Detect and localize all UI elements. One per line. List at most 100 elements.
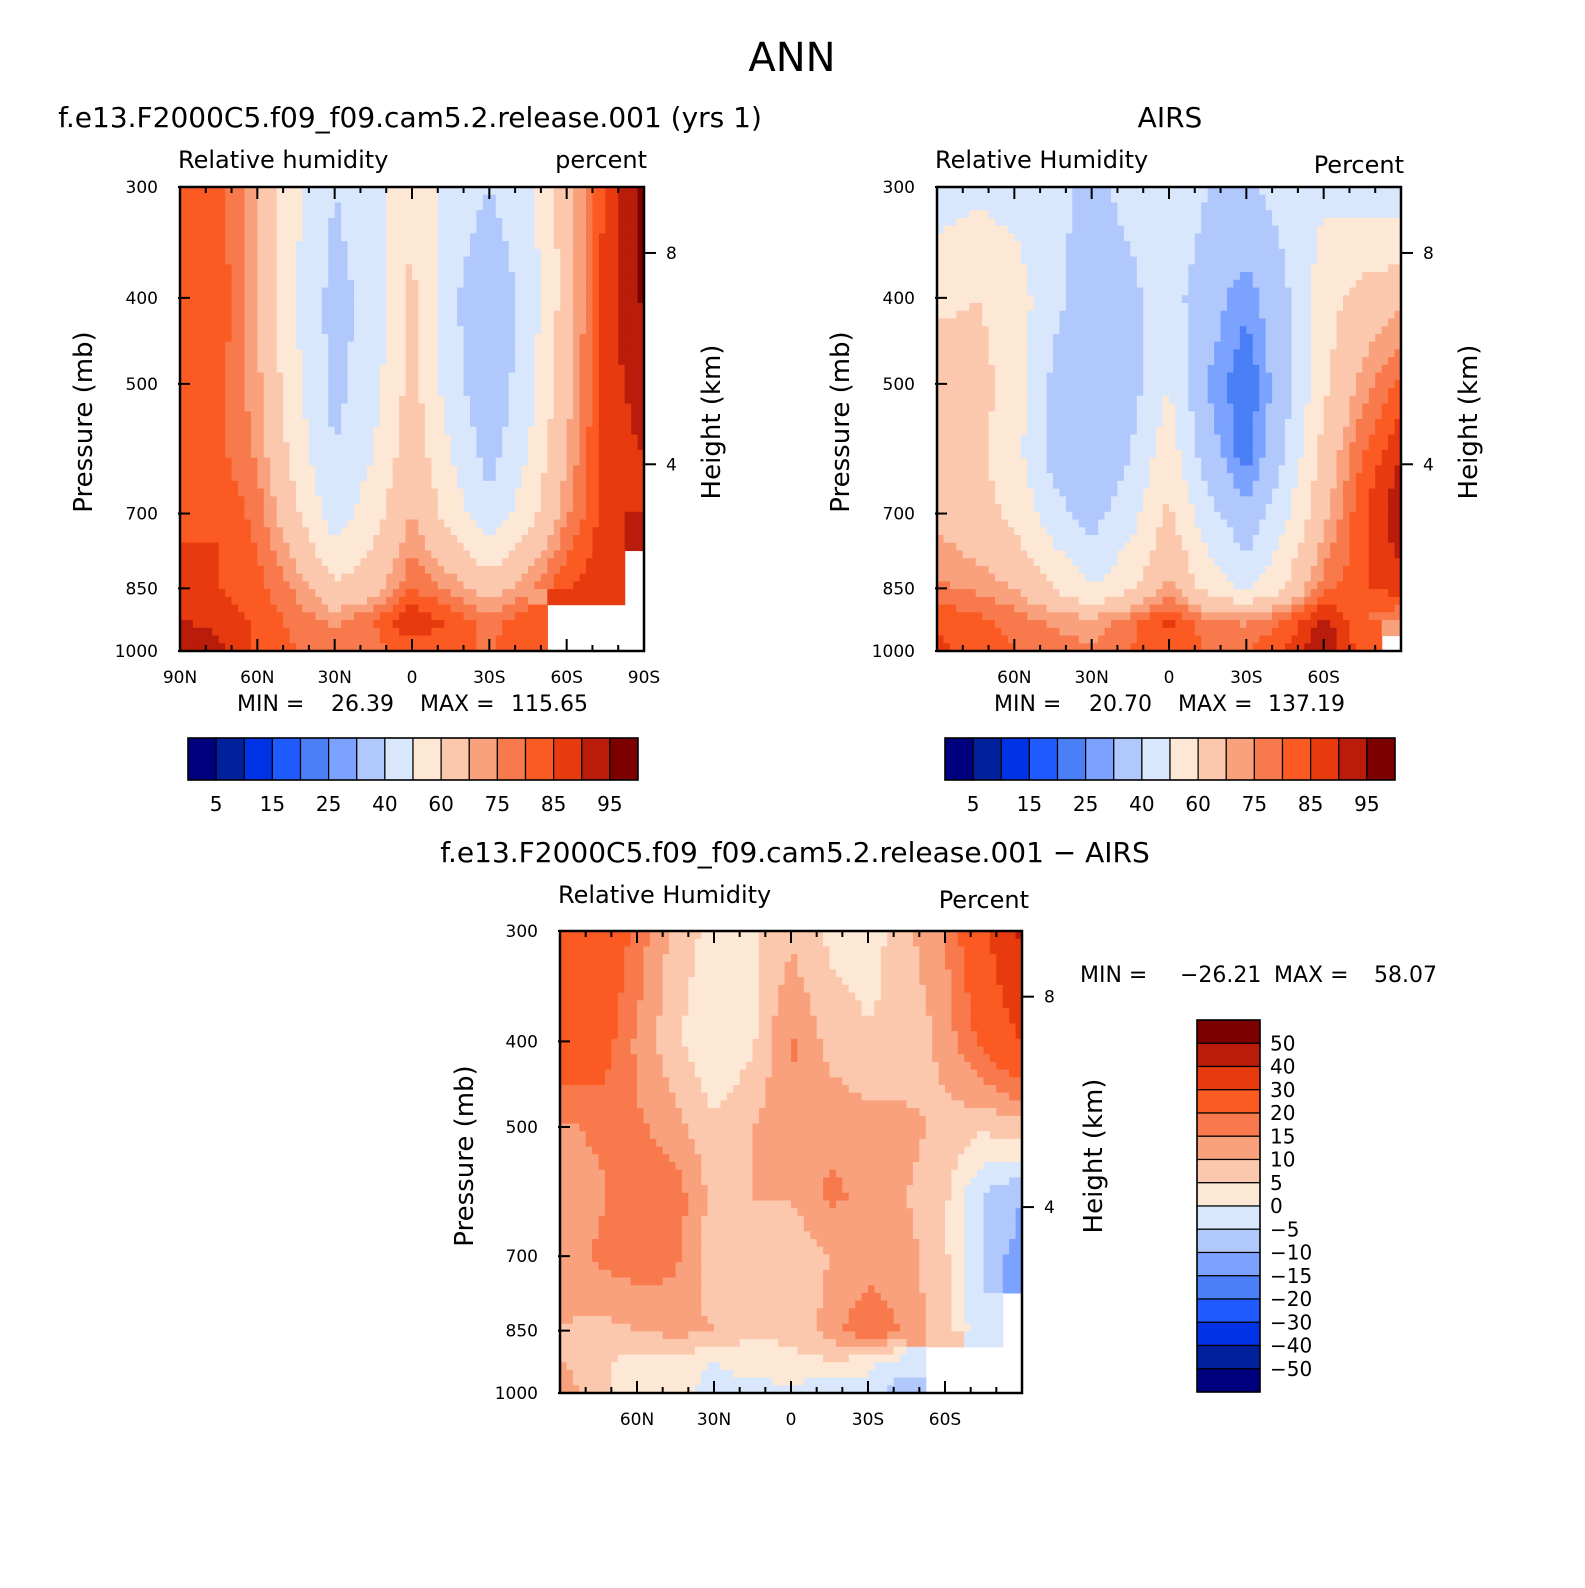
contour-cell <box>502 380 510 389</box>
contour-cell <box>218 333 226 343</box>
contour-cell <box>289 341 297 350</box>
contour-cell <box>586 426 594 436</box>
contour-cell <box>366 349 374 358</box>
contour-cell <box>611 535 619 544</box>
contour-cell <box>308 395 316 405</box>
contour-cell <box>257 426 265 436</box>
contour-cell <box>205 581 213 590</box>
contour-cell <box>521 565 529 575</box>
contour-cell <box>244 643 252 651</box>
contour-cell <box>949 241 957 250</box>
contour-cell <box>180 310 188 320</box>
contour-cell <box>180 225 188 234</box>
contour-cell <box>598 511 606 521</box>
contour-cell <box>637 457 644 466</box>
contour-cell <box>289 550 297 559</box>
contour-cell <box>366 217 374 227</box>
contour-cell <box>354 604 362 613</box>
contour-cell <box>540 287 548 296</box>
contour-cell <box>637 372 644 381</box>
contour-cell <box>431 457 439 466</box>
contour-cell <box>579 419 587 428</box>
contour-cell <box>540 488 548 497</box>
x-tick-label: 0 <box>407 668 418 688</box>
contour-cell <box>598 326 606 335</box>
contour-cell <box>321 364 329 374</box>
contour-cell <box>386 388 394 397</box>
contour-cell <box>573 233 581 242</box>
contour-cell <box>482 372 490 381</box>
contour-cell <box>328 256 336 265</box>
contour-cell <box>1065 202 1073 211</box>
contour-cell <box>212 511 220 521</box>
contour-cell <box>457 511 465 521</box>
contour-cell <box>334 635 342 644</box>
contour-cell <box>386 473 394 482</box>
contour-cell <box>328 573 336 582</box>
contour-cell <box>218 256 226 265</box>
contour-cell <box>598 465 606 474</box>
contour-cell <box>457 287 465 296</box>
contour-cell <box>347 202 355 211</box>
contour-cell <box>521 264 529 273</box>
contour-cell <box>392 256 400 265</box>
contour-cell <box>540 241 548 250</box>
contour-cell <box>373 473 381 482</box>
contour-cell <box>308 496 316 505</box>
contour-cell <box>1310 194 1318 204</box>
contour-cell <box>315 527 323 536</box>
contour-cell <box>476 210 484 219</box>
contour-cell <box>334 488 342 497</box>
contour-cell <box>231 535 239 544</box>
contour-cell <box>199 217 207 227</box>
contour-cell <box>1304 210 1312 219</box>
contour-cell <box>1336 194 1344 204</box>
contour-cell <box>1310 217 1318 227</box>
contour-cell <box>982 233 990 242</box>
contour-cell <box>566 527 574 536</box>
contour-cell <box>624 333 632 343</box>
contour-cell <box>205 434 213 443</box>
contour-cell <box>489 519 497 528</box>
contour-cell <box>263 372 271 381</box>
contour-cell <box>225 635 233 644</box>
contour-cell <box>1175 233 1183 242</box>
contour-cell <box>328 187 336 196</box>
contour-cell <box>444 488 452 497</box>
contour-cell <box>553 364 561 374</box>
contour-cell <box>328 627 336 637</box>
contour-cell <box>437 419 445 428</box>
contour-cell <box>515 558 523 567</box>
contour-cell <box>405 326 413 335</box>
contour-cell <box>618 264 626 273</box>
contour-cell <box>1201 187 1209 196</box>
contour-cell <box>192 643 200 651</box>
contour-cell <box>308 596 316 606</box>
contour-cell <box>1130 256 1138 265</box>
contour-cell <box>1040 202 1048 211</box>
contour-cell <box>347 426 355 436</box>
contour-cell <box>244 596 252 606</box>
contour-cell <box>521 542 529 552</box>
contour-cell <box>611 457 619 466</box>
contour-cell <box>450 604 458 613</box>
contour-cell <box>528 388 536 397</box>
contour-cell <box>1336 248 1344 258</box>
contour-cell <box>225 318 233 327</box>
contour-cell <box>586 542 594 552</box>
contour-cell <box>424 550 432 559</box>
contour-cell <box>450 210 458 219</box>
contour-cell <box>412 504 420 513</box>
contour-cell <box>1272 187 1280 196</box>
contour-cell <box>321 442 329 451</box>
contour-cell <box>450 542 458 552</box>
contour-cell <box>347 303 355 312</box>
contour-cell <box>540 442 548 451</box>
contour-cell <box>180 635 188 644</box>
contour-cell <box>238 488 246 497</box>
contour-cell <box>1278 210 1286 219</box>
contour-cell <box>528 434 536 443</box>
contour-cell <box>1297 225 1305 234</box>
contour-cell <box>373 287 381 296</box>
contour-cell <box>192 627 200 637</box>
